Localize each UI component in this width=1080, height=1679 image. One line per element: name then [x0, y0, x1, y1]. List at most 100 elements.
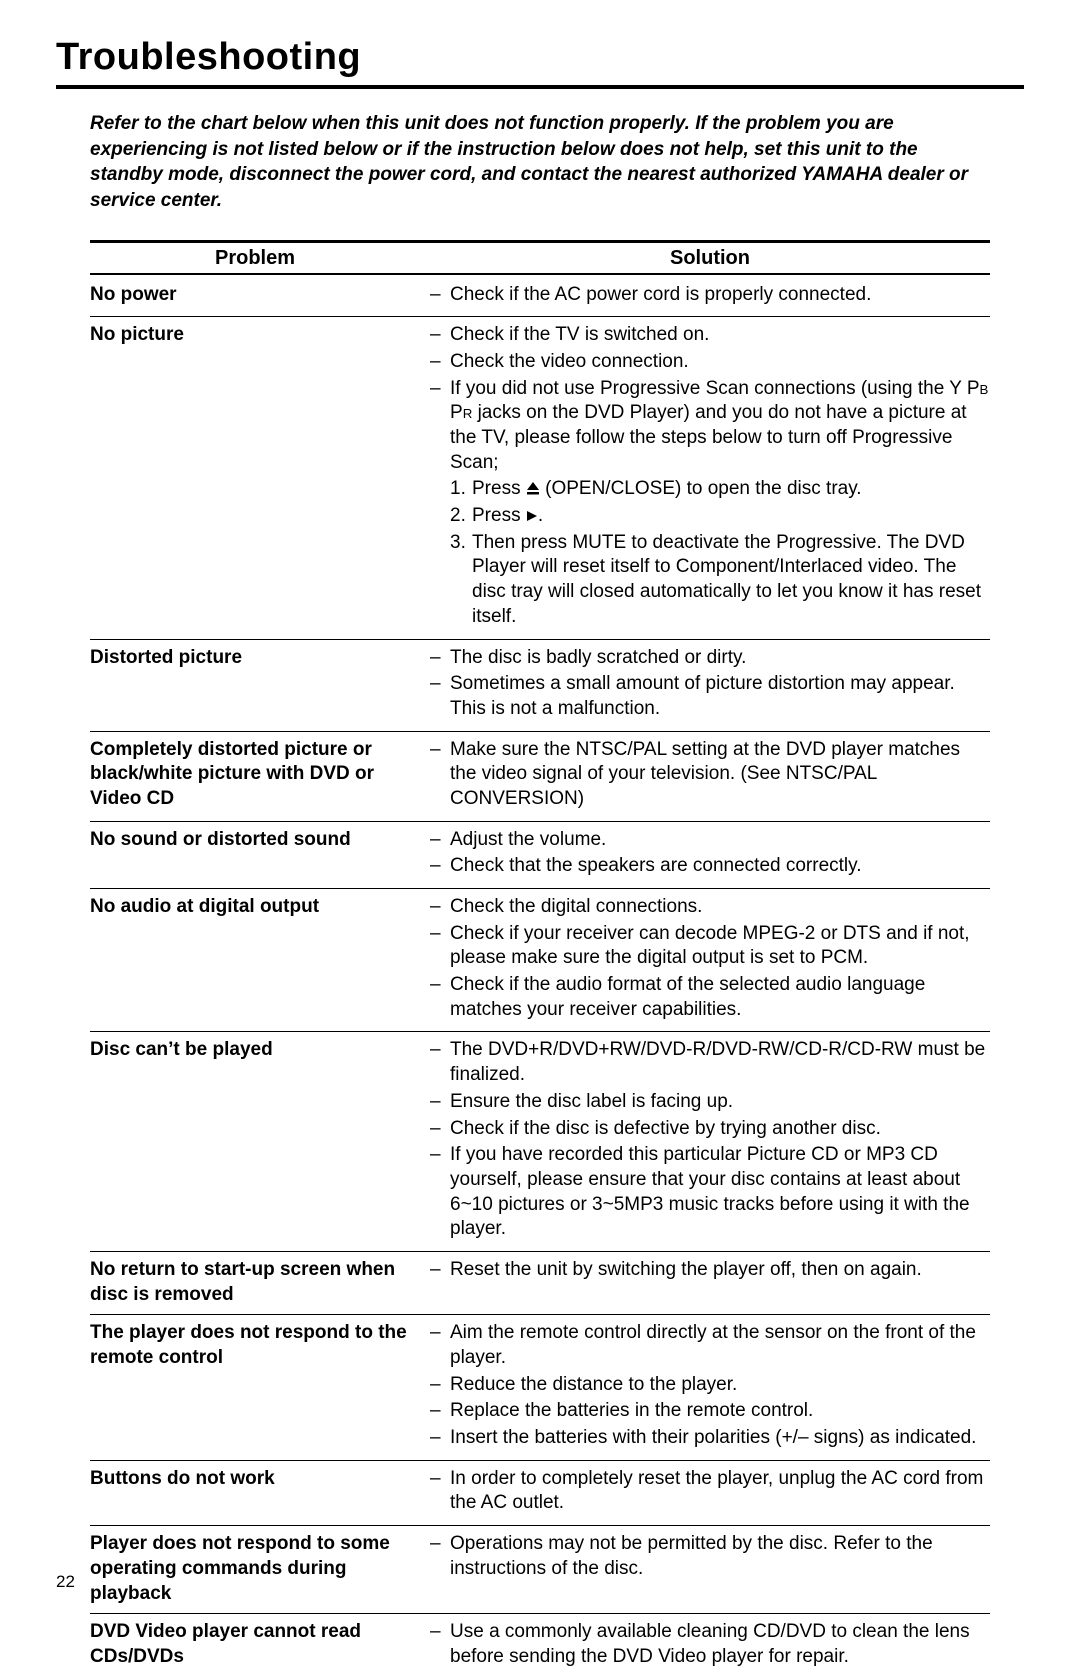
- solution-text: The disc is badly scratched or dirty.: [450, 646, 990, 671]
- table-row: DVD Video player cannot read CDs/DVDs–Us…: [90, 1614, 990, 1678]
- step-number: 2.: [450, 504, 472, 529]
- bullet-dash: –: [430, 922, 450, 971]
- solution-text: Reduce the distance to the player.: [450, 1373, 990, 1398]
- bullet-dash: –: [430, 283, 450, 308]
- table-rule-header: [90, 273, 990, 275]
- solution-text: Check if the TV is switched on.: [450, 323, 990, 348]
- step-number: 3.: [450, 531, 472, 630]
- solution-cell: –Use a commonly available cleaning CD/DV…: [430, 1620, 990, 1671]
- problem-cell: No power: [90, 283, 430, 310]
- solution-text-pre: If you did not use Progressive Scan conn…: [450, 378, 967, 399]
- col-header-solution: Solution: [430, 247, 990, 270]
- bullet-dash: –: [430, 973, 450, 1022]
- solution-text: Check the video connection.: [450, 350, 990, 375]
- bullet-dash: –: [430, 1467, 450, 1516]
- problem-cell: Completely distorted picture or black/wh…: [90, 738, 430, 814]
- solution-cell: –In order to completely reset the player…: [430, 1467, 990, 1518]
- step-text: Then press MUTE to deactivate the Progre…: [472, 531, 990, 630]
- table-row: The player does not respond to the remot…: [90, 1315, 990, 1460]
- solution-item: –Reset the unit by switching the player …: [430, 1258, 990, 1283]
- table-row: Buttons do not work–In order to complete…: [90, 1461, 990, 1526]
- bullet-dash: –: [430, 1532, 450, 1581]
- solution-text: Aim the remote control directly at the s…: [450, 1321, 990, 1370]
- solution-item: –Check if the audio format of the select…: [430, 973, 990, 1022]
- eject-icon: [526, 481, 540, 495]
- solution-text: Sometimes a small amount of picture dist…: [450, 672, 990, 721]
- table-row: No sound or distorted sound–Adjust the v…: [90, 822, 990, 889]
- solution-item: –Use a commonly available cleaning CD/DV…: [430, 1620, 990, 1669]
- bullet-dash: –: [430, 1258, 450, 1283]
- bullet-dash: –: [430, 1117, 450, 1142]
- bullet-dash: –: [430, 323, 450, 348]
- step-text: Press .: [472, 504, 990, 529]
- solution-item: –If you have recorded this particular Pi…: [430, 1143, 990, 1242]
- bullet-dash: –: [430, 1373, 450, 1398]
- solution-text: Check if the audio format of the selecte…: [450, 973, 990, 1022]
- problem-cell: No audio at digital output: [90, 895, 430, 1024]
- solution-item: –Reduce the distance to the player.: [430, 1373, 990, 1398]
- solution-item: –Adjust the volume.: [430, 828, 990, 853]
- bullet-dash: –: [430, 1038, 450, 1087]
- problem-cell: DVD Video player cannot read CDs/DVDs: [90, 1620, 430, 1671]
- solution-text: Check if your receiver can decode MPEG-2…: [450, 922, 990, 971]
- solution-item: –Check if the TV is switched on.: [430, 323, 990, 348]
- table-header-row: Problem Solution: [90, 243, 990, 273]
- table-row: Distorted picture–The disc is badly scra…: [90, 640, 990, 732]
- solution-text: If you have recorded this particular Pic…: [450, 1143, 990, 1242]
- solution-cell: –The DVD+R/DVD+RW/DVD-R/DVD-RW/CD-R/CD-R…: [430, 1038, 990, 1244]
- solution-text: Operations may not be permitted by the d…: [450, 1532, 990, 1581]
- bullet-dash: –: [430, 1399, 450, 1424]
- table-row: No picture–Check if the TV is switched o…: [90, 317, 990, 639]
- problem-cell: Disc can’t be played: [90, 1038, 430, 1244]
- solution-text: Reset the unit by switching the player o…: [450, 1258, 990, 1283]
- bullet-dash: –: [430, 1090, 450, 1115]
- solution-text-mid: jacks on the DVD Player) and you do not …: [450, 402, 967, 472]
- solution-text: Check the digital connections.: [450, 895, 990, 920]
- solution-cell: –Aim the remote control directly at the …: [430, 1321, 990, 1452]
- solution-item: –Check the digital connections.: [430, 895, 990, 920]
- bullet-dash: –: [430, 828, 450, 853]
- table-row: Completely distorted picture or black/wh…: [90, 732, 990, 822]
- solution-text: If you did not use Progressive Scan conn…: [450, 377, 990, 630]
- solution-item: –Replace the batteries in the remote con…: [430, 1399, 990, 1424]
- solution-text: Check if the disc is defective by trying…: [450, 1117, 990, 1142]
- col-header-problem: Problem: [90, 247, 430, 270]
- table-row: Player does not respond to some operatin…: [90, 1526, 990, 1614]
- bullet-dash: –: [430, 1321, 450, 1370]
- problem-cell: No picture: [90, 323, 430, 631]
- problem-cell: Distorted picture: [90, 646, 430, 724]
- page-number: 22: [56, 1572, 75, 1592]
- solution-text: Make sure the NTSC/PAL setting at the DV…: [450, 738, 990, 812]
- solution-item: –Operations may not be permitted by the …: [430, 1532, 990, 1581]
- table-row: No return to start-up screen when disc i…: [90, 1252, 990, 1315]
- solution-cell: –Reset the unit by switching the player …: [430, 1258, 990, 1307]
- solution-text: Check that the speakers are connected co…: [450, 854, 990, 879]
- solution-item: –Check that the speakers are connected c…: [430, 854, 990, 879]
- solution-cell: –Check the digital connections.–Check if…: [430, 895, 990, 1024]
- solution-item: –Check if your receiver can decode MPEG-…: [430, 922, 990, 971]
- solution-item: –The DVD+R/DVD+RW/DVD-R/DVD-RW/CD-R/CD-R…: [430, 1038, 990, 1087]
- solution-item: –Insert the batteries with their polarit…: [430, 1426, 990, 1451]
- solution-item: –If you did not use Progressive Scan con…: [430, 377, 990, 630]
- solution-text: Replace the batteries in the remote cont…: [450, 1399, 990, 1424]
- problem-cell: The player does not respond to the remot…: [90, 1321, 430, 1452]
- numbered-step: 1.Press (OPEN/CLOSE) to open the disc tr…: [450, 477, 990, 502]
- bullet-dash: –: [430, 1426, 450, 1451]
- solution-cell: –Make sure the NTSC/PAL setting at the D…: [430, 738, 990, 814]
- troubleshooting-table: Problem Solution No power–Check if the A…: [90, 240, 990, 1679]
- solution-item: –Aim the remote control directly at the …: [430, 1321, 990, 1370]
- numbered-step: 2.Press .: [450, 504, 990, 529]
- step-number: 1.: [450, 477, 472, 502]
- bullet-dash: –: [430, 1620, 450, 1669]
- page-title: Troubleshooting: [56, 36, 1024, 79]
- solution-text: Use a commonly available cleaning CD/DVD…: [450, 1620, 990, 1669]
- bullet-dash: –: [430, 854, 450, 879]
- step-text: Press (OPEN/CLOSE) to open the disc tray…: [472, 477, 990, 502]
- solution-item: –Check the video connection.: [430, 350, 990, 375]
- bullet-dash: –: [430, 738, 450, 812]
- numbered-step: 3.Then press MUTE to deactivate the Prog…: [450, 531, 990, 630]
- bullet-dash: –: [430, 377, 450, 630]
- bullet-dash: –: [430, 350, 450, 375]
- solution-cell: –Check if the AC power cord is properly …: [430, 283, 990, 310]
- intro-paragraph: Refer to the chart below when this unit …: [90, 111, 990, 214]
